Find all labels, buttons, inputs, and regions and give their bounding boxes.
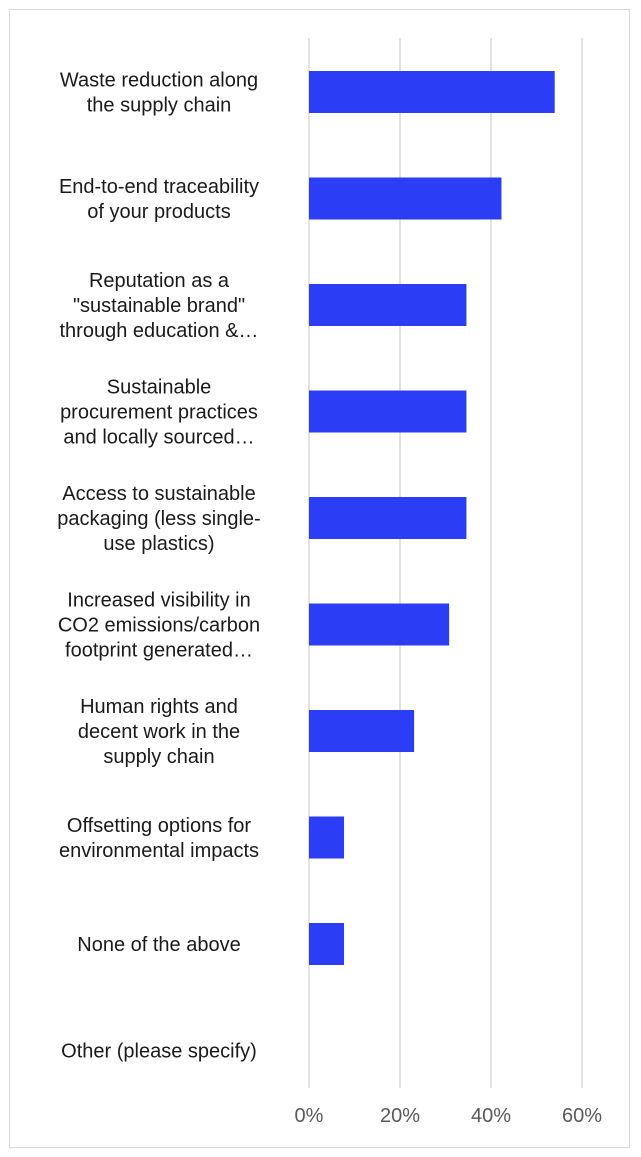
bar	[309, 603, 450, 646]
category-label: Waste reduction along the supply chain	[60, 70, 258, 117]
category-label: Access to sustainable packaging (less sin…	[57, 483, 260, 555]
bar	[309, 923, 345, 965]
chart-frame: Waste reduction along the supply chain End…	[9, 9, 630, 1148]
bar	[309, 284, 467, 326]
bar	[309, 177, 502, 220]
category-label: End-to-end traceability of your products	[59, 176, 259, 223]
category-label-line: and locally sourced…	[63, 427, 254, 449]
category-label-line: use plastics)	[103, 533, 214, 555]
category-label-line: Other (please specify)	[61, 1041, 257, 1063]
category-label-line: Reputation as a	[89, 270, 230, 292]
category-label-line: Offsetting options for	[67, 815, 252, 837]
category-label-line: Access to sustainable	[62, 483, 255, 505]
x-tick-label: 40%	[471, 1105, 511, 1127]
category-label: Reputation as a "sustainable brand" throug…	[59, 270, 258, 342]
category-label-line: decent work in the	[78, 721, 240, 743]
category-label: Other (please specify)	[61, 1041, 257, 1063]
category-label-line: Increased visibility in	[67, 590, 250, 612]
bar	[309, 816, 345, 859]
bar-layer	[309, 71, 555, 965]
category-label-line: through education &…	[59, 320, 258, 342]
category-label-line: "sustainable brand"	[73, 295, 245, 317]
x-tick-label: 60%	[562, 1105, 602, 1127]
bar	[309, 710, 415, 752]
category-label-line: environmental impacts	[59, 840, 259, 862]
category-label-line: Human rights and	[80, 696, 238, 718]
category-label-line: packaging (less single-	[57, 508, 260, 530]
category-label: Increased visibility in CO2 emissions/car…	[58, 590, 260, 662]
category-label-line: supply chain	[103, 746, 214, 768]
bar-chart: Waste reduction along the supply chain End…	[57, 38, 603, 1127]
category-label-line: the supply chain	[87, 95, 232, 117]
x-axis-ticks: 0% 20% 40% 60%	[295, 1105, 603, 1127]
category-label-line: of your products	[87, 201, 230, 223]
x-tick-label: 20%	[380, 1105, 420, 1127]
bar	[309, 71, 555, 113]
category-label: Offsetting options for environmental impa…	[59, 815, 259, 862]
category-label-line: End-to-end traceability	[59, 176, 259, 198]
category-label-line: CO2 emissions/carbon	[58, 615, 260, 637]
category-label-line: Sustainable	[107, 377, 212, 399]
bar	[309, 390, 467, 433]
category-label-line: Waste reduction along	[60, 70, 258, 92]
category-label: Human rights and decent work in the supply…	[78, 696, 240, 768]
category-label: Sustainable procurement practices and loca…	[60, 377, 258, 449]
category-label: None of the above	[77, 934, 240, 956]
category-label-line: footprint generated…	[65, 640, 253, 662]
bar	[309, 497, 467, 539]
category-label-line: None of the above	[77, 934, 240, 956]
x-tick-label: 0%	[295, 1105, 324, 1127]
category-labels: Waste reduction along the supply chain End…	[57, 70, 260, 1063]
category-label-line: procurement practices	[60, 402, 258, 424]
